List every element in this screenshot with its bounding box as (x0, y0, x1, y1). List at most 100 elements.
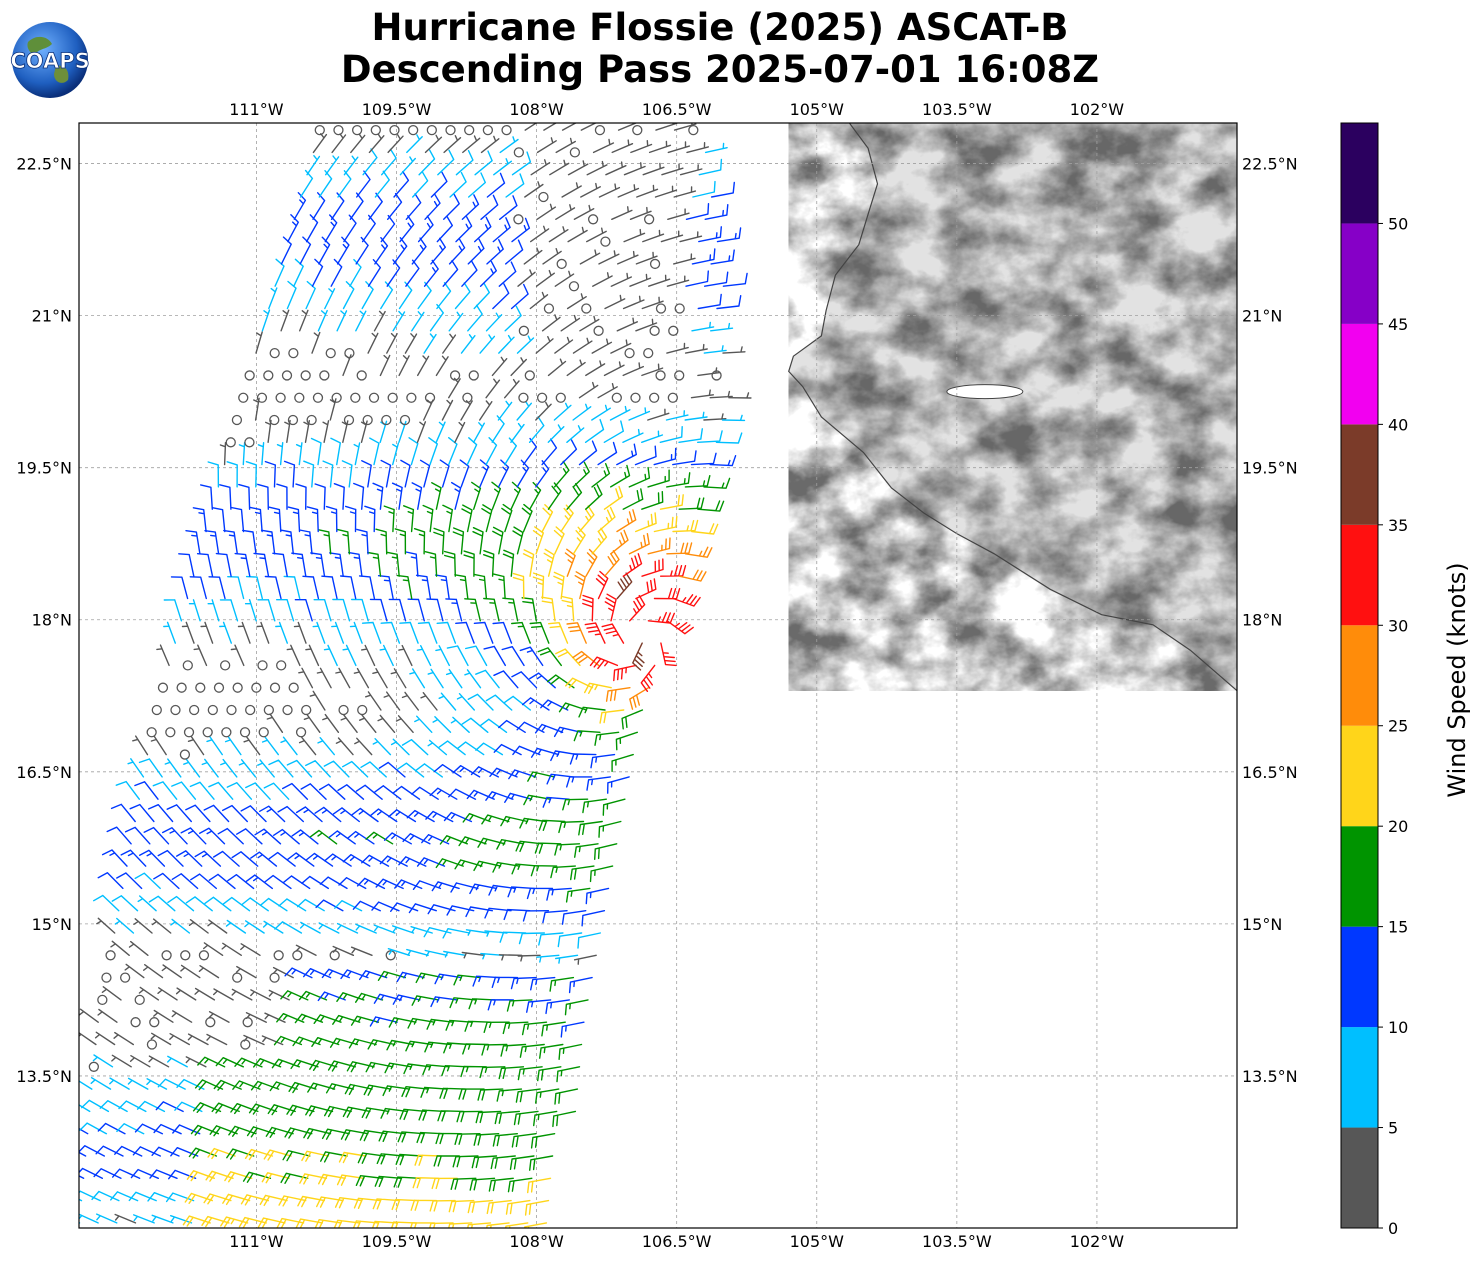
wind-barb (394, 528, 407, 555)
wind-barb (538, 932, 564, 946)
wind-barb (438, 740, 466, 756)
wind-barb (365, 1061, 394, 1073)
wind-barb (474, 150, 493, 176)
wind-barb (337, 784, 365, 800)
wind-barb (368, 133, 385, 154)
wind-barb (501, 646, 525, 667)
wind-barb (704, 204, 729, 220)
wind-barb (553, 571, 565, 600)
wind-barb (465, 929, 489, 936)
wind-barb (467, 1222, 492, 1228)
wind-barb (201, 1215, 230, 1228)
wind-barb (406, 809, 435, 823)
lat-tick-label-left: 19.5°N (16, 459, 72, 478)
wind-barb (425, 810, 454, 823)
wind-barb (340, 575, 357, 600)
wind-barb (564, 999, 589, 1016)
wind-barb (716, 295, 742, 310)
wind-barb (170, 1147, 199, 1157)
wind-barb-calm (643, 347, 654, 359)
wind-barb (424, 134, 443, 154)
wind-barb (242, 529, 257, 555)
wind-barb (162, 827, 188, 845)
wind-barb (330, 437, 341, 466)
wind-barb-calm (220, 660, 231, 671)
wind-barb (268, 287, 278, 310)
wind-barb (367, 259, 381, 287)
wind-barb (498, 954, 523, 961)
wind-barb (323, 644, 338, 667)
wind-barb (198, 965, 220, 979)
wind-barb (446, 645, 469, 667)
wind-barb (374, 237, 389, 265)
wind-barb (350, 1015, 380, 1026)
wind-barb-calm (357, 704, 368, 716)
wind-barb (265, 419, 272, 443)
wind-barb (369, 598, 388, 622)
wind-barb-calm (331, 392, 342, 403)
wind-barb (386, 332, 398, 354)
wind-barb (190, 873, 217, 890)
land-terrain (788, 123, 1237, 692)
wind-barb (470, 766, 499, 778)
wind-barb-calm (655, 370, 666, 381)
wind-barb (273, 828, 300, 845)
wind-barb (192, 507, 207, 533)
colorbar-tick-label: 20 (1388, 817, 1408, 836)
wind-barb (463, 550, 475, 577)
wind-barb (672, 519, 699, 533)
wind-barb (341, 460, 353, 488)
wind-barb-calm (295, 727, 307, 738)
wind-barb-calm (97, 994, 108, 1006)
wind-barb-calm (88, 1061, 99, 1072)
wind-barb (165, 1192, 195, 1203)
wind-barb (477, 1088, 504, 1101)
wind-barb (268, 989, 290, 1001)
wind-barb (543, 548, 555, 577)
wind-barb (621, 709, 644, 730)
wind-barb (157, 987, 178, 1001)
wind-barb-calm (468, 370, 479, 381)
coaps-logo: COAPS (10, 22, 90, 98)
wind-barb (136, 1100, 166, 1113)
lat-tick-label-left: 15°N (32, 915, 72, 934)
wind-barb (561, 910, 587, 925)
wind-barb (340, 969, 369, 980)
wind-barb (388, 1017, 417, 1028)
wind-barb (392, 994, 421, 1005)
wind-barb-calm (312, 392, 324, 403)
wind-barb (423, 333, 437, 354)
wind-barb (642, 229, 665, 243)
wind-barb (622, 553, 643, 577)
wind-barb (134, 1123, 164, 1135)
wind-barb (483, 645, 506, 667)
wind-barb (163, 621, 176, 644)
wind-barb (417, 215, 434, 243)
wind-barb (182, 1215, 211, 1227)
wind-barb (443, 950, 467, 958)
wind-barb (353, 482, 365, 510)
wind-barb (324, 214, 338, 243)
wind-barb (79, 1145, 105, 1157)
wind-barb (137, 895, 157, 912)
wind-barb (332, 1014, 361, 1025)
wind-barb-calm (182, 660, 193, 671)
lon-tick-label-top: 105°W (790, 100, 845, 119)
wind-barb (127, 1077, 149, 1090)
wind-barb (409, 668, 426, 689)
map-title-line-2: Descending Pass 2025-07-01 16:08Z (340, 48, 1100, 91)
wind-barb (505, 1199, 531, 1215)
wind-barb (566, 483, 583, 510)
wind-barb (299, 169, 314, 198)
wind-barb (336, 236, 350, 265)
wind-barb (250, 989, 272, 1001)
wind-barb (257, 1217, 286, 1228)
wind-barb (532, 572, 545, 600)
wind-barb (290, 1059, 319, 1070)
lon-tick-label-top: 109.5°W (362, 100, 432, 119)
wind-barb (594, 731, 620, 746)
wind-barb (407, 598, 425, 622)
wind-barb (373, 993, 402, 1004)
colorbar-tick-label: 45 (1388, 315, 1408, 334)
wind-barb (690, 389, 714, 399)
